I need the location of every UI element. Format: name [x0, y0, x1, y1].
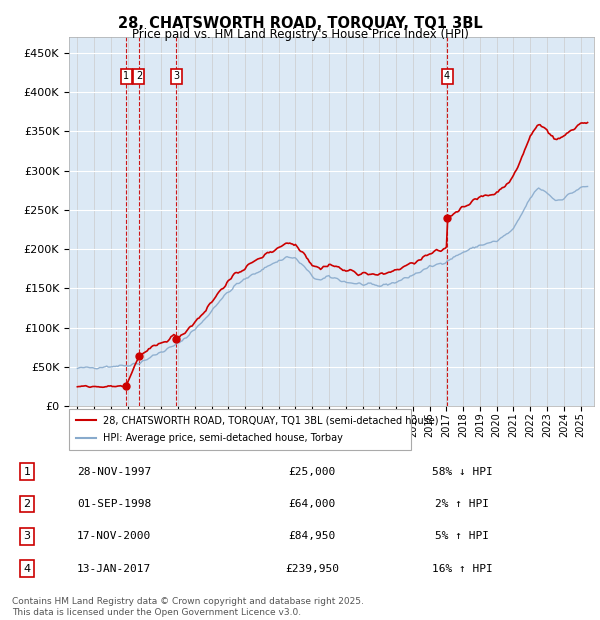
- FancyBboxPatch shape: [69, 409, 411, 450]
- Text: 5% ↑ HPI: 5% ↑ HPI: [435, 531, 489, 541]
- Text: 28-NOV-1997: 28-NOV-1997: [77, 467, 151, 477]
- Text: 28, CHATSWORTH ROAD, TORQUAY, TQ1 3BL: 28, CHATSWORTH ROAD, TORQUAY, TQ1 3BL: [118, 16, 482, 30]
- Text: 17-NOV-2000: 17-NOV-2000: [77, 531, 151, 541]
- Text: £84,950: £84,950: [289, 531, 335, 541]
- Text: 2: 2: [23, 499, 31, 509]
- Point: [442, 213, 452, 223]
- Text: 01-SEP-1998: 01-SEP-1998: [77, 499, 151, 509]
- Text: 2: 2: [136, 71, 142, 81]
- Text: 1: 1: [23, 467, 31, 477]
- Text: 16% ↑ HPI: 16% ↑ HPI: [431, 564, 493, 574]
- Text: 13-JAN-2017: 13-JAN-2017: [77, 564, 151, 574]
- Text: 58% ↓ HPI: 58% ↓ HPI: [431, 467, 493, 477]
- Text: 3: 3: [173, 71, 179, 81]
- Point: [121, 381, 131, 391]
- Text: 3: 3: [23, 531, 31, 541]
- Text: 2% ↑ HPI: 2% ↑ HPI: [435, 499, 489, 509]
- Text: 4: 4: [23, 564, 31, 574]
- Text: Contains HM Land Registry data © Crown copyright and database right 2025.
This d: Contains HM Land Registry data © Crown c…: [12, 598, 364, 617]
- Text: Price paid vs. HM Land Registry's House Price Index (HPI): Price paid vs. HM Land Registry's House …: [131, 28, 469, 41]
- Point: [171, 334, 181, 344]
- Text: 28, CHATSWORTH ROAD, TORQUAY, TQ1 3BL (semi-detached house): 28, CHATSWORTH ROAD, TORQUAY, TQ1 3BL (s…: [103, 415, 439, 425]
- Text: HPI: Average price, semi-detached house, Torbay: HPI: Average price, semi-detached house,…: [103, 433, 343, 443]
- Point: [134, 351, 144, 361]
- Text: 1: 1: [123, 71, 129, 81]
- Text: £64,000: £64,000: [289, 499, 335, 509]
- Text: 4: 4: [444, 71, 450, 81]
- Text: £25,000: £25,000: [289, 467, 335, 477]
- Text: £239,950: £239,950: [285, 564, 339, 574]
